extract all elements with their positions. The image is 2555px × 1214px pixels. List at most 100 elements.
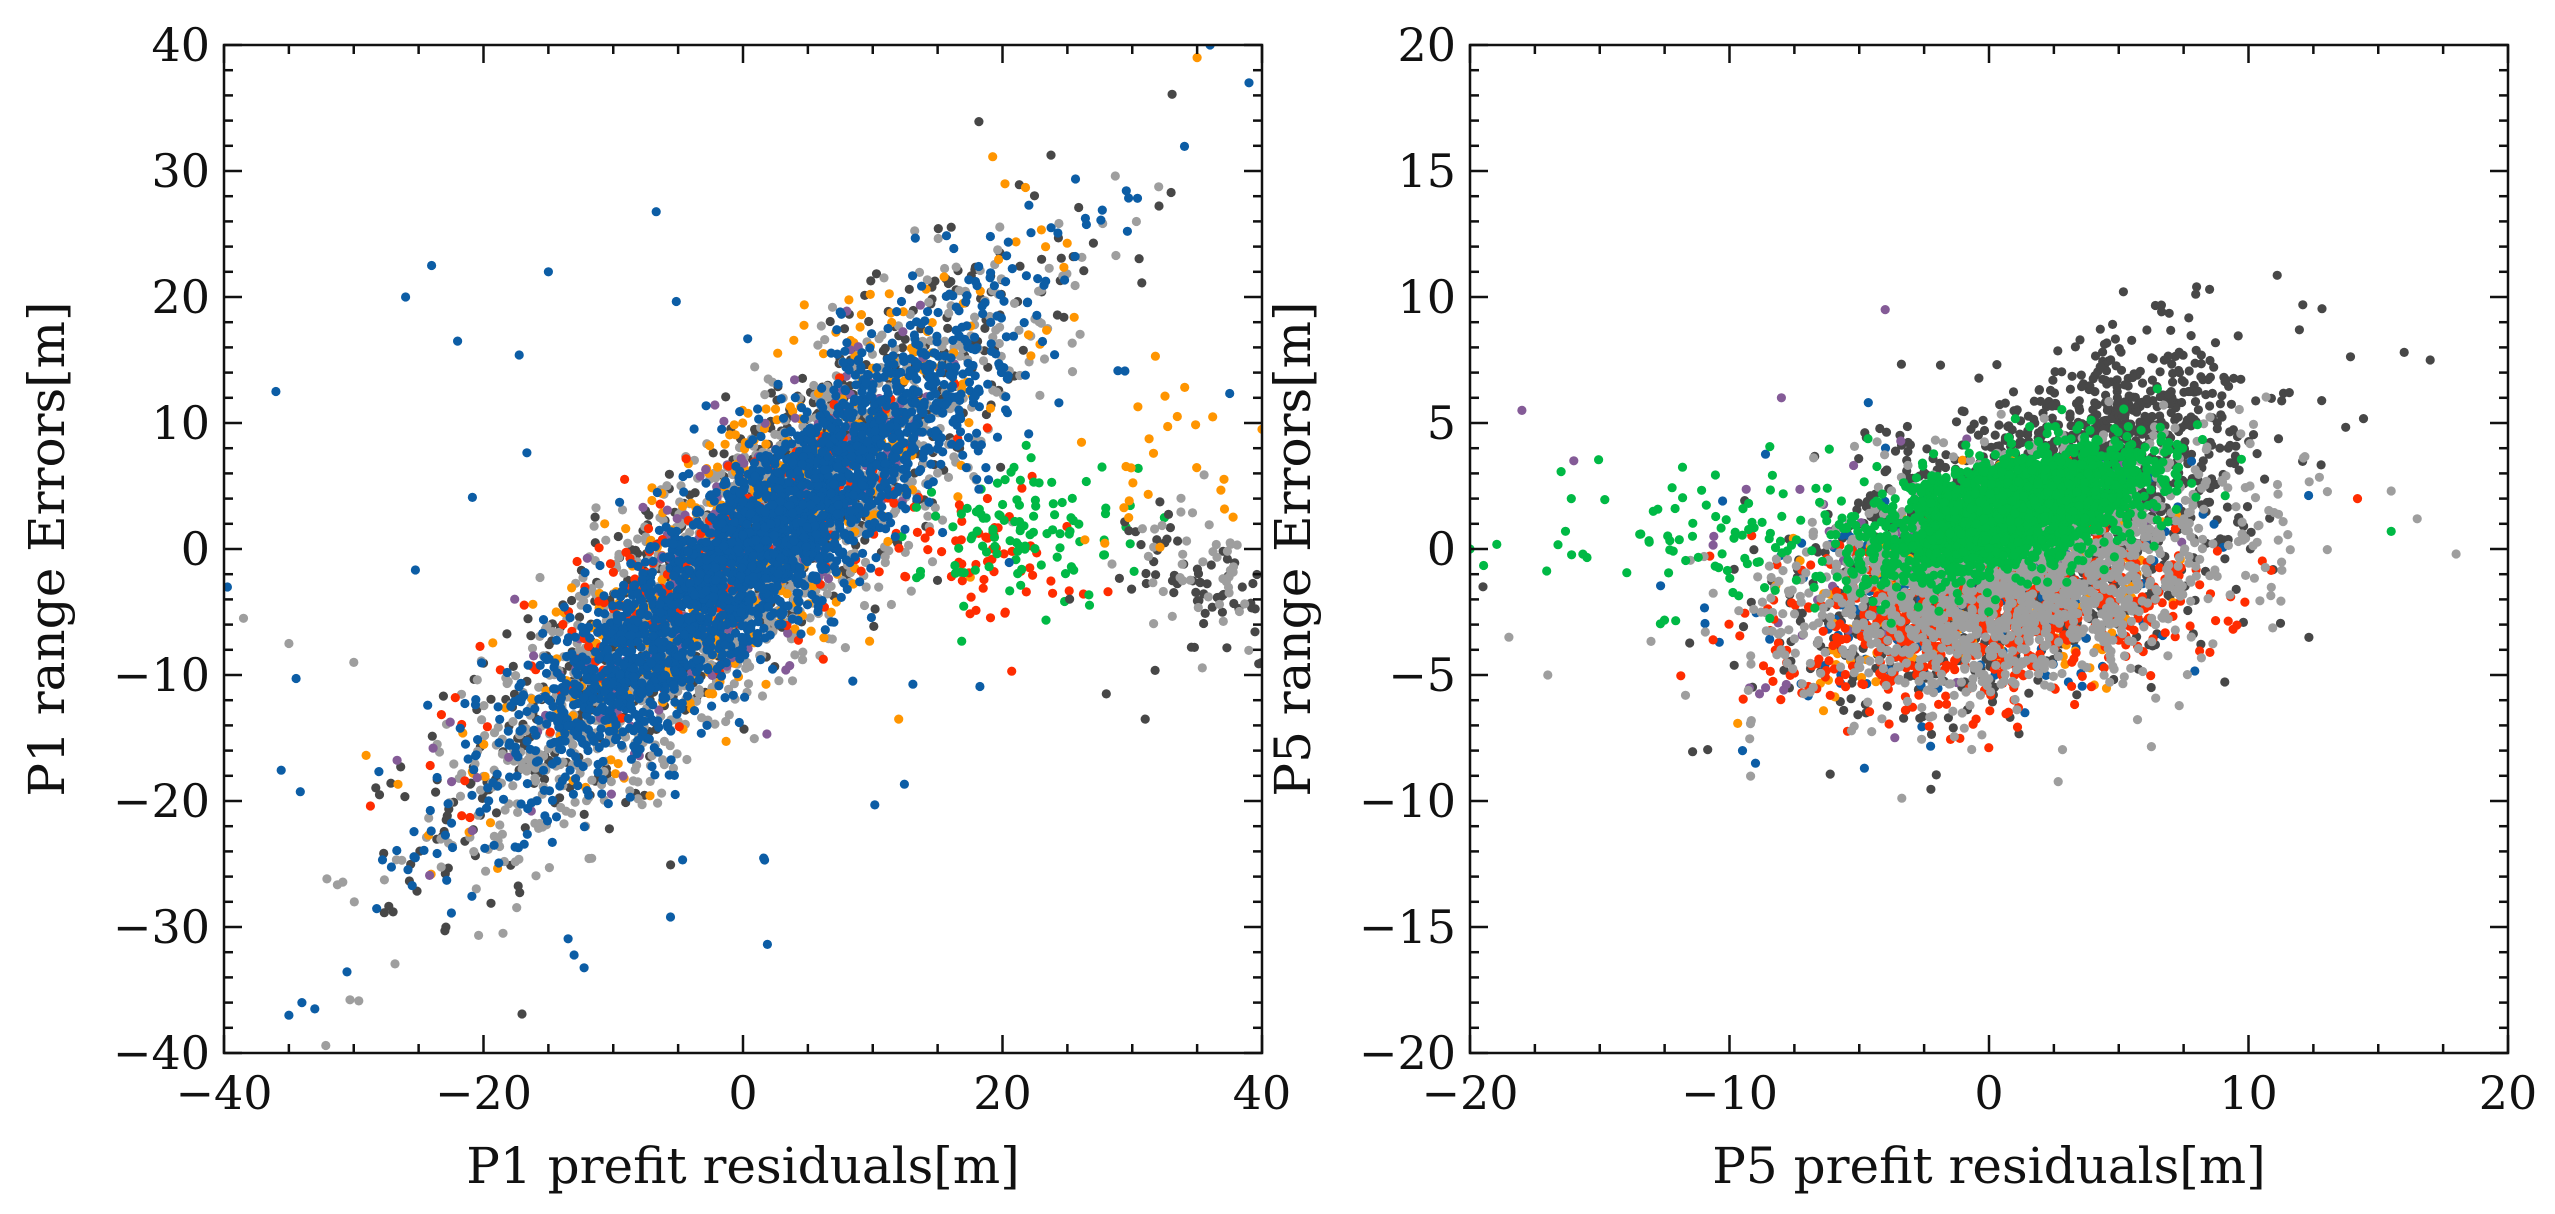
scatter-point <box>946 383 957 393</box>
scatter-point <box>701 464 711 475</box>
scatter-point <box>1100 538 1110 548</box>
scatter-point <box>531 776 541 786</box>
scatter-point <box>1019 521 1029 531</box>
scatter-point <box>713 469 723 479</box>
scatter-point <box>1157 520 1167 531</box>
scatter-point <box>915 300 926 310</box>
scatter-point <box>783 628 793 638</box>
scatter-point <box>1173 536 1183 546</box>
scatter-point <box>879 273 889 283</box>
scatter-point <box>432 848 442 859</box>
scatter-point <box>1166 187 1176 198</box>
scatter-point <box>548 701 558 712</box>
scatter-point <box>1169 588 1179 598</box>
scatter-point <box>598 775 608 785</box>
scatter-point <box>488 638 498 648</box>
scatter-point <box>996 462 1006 472</box>
scatter-point <box>826 607 836 617</box>
scatter-point <box>528 599 538 609</box>
scatter-point <box>1193 602 1203 613</box>
scatter-point <box>684 469 694 479</box>
scatter-point <box>513 807 523 818</box>
scatter-point <box>1219 474 1229 484</box>
scatter-point <box>1127 584 1137 594</box>
scatter-point <box>1110 171 1120 181</box>
scatter-point <box>874 582 884 592</box>
left-scatter-points <box>224 45 1262 1051</box>
scatter-point <box>743 679 754 689</box>
scatter-point <box>1208 547 1218 557</box>
scatter-point <box>621 547 631 558</box>
scatter-point <box>582 553 592 563</box>
scatter-point <box>1186 642 1196 652</box>
scatter-point <box>974 504 984 514</box>
scatter-point <box>523 614 533 624</box>
scatter-point <box>1172 411 1182 422</box>
scatter-point <box>1005 586 1015 596</box>
scatter-point <box>321 1040 331 1051</box>
scatter-point <box>1056 253 1066 263</box>
scatter-point <box>1208 412 1218 422</box>
scatter-point <box>555 793 565 803</box>
scatter-point <box>1150 665 1160 676</box>
scatter-point <box>1163 421 1173 432</box>
scatter-point <box>1211 539 1221 550</box>
scatter-point <box>653 798 663 808</box>
scatter-point <box>400 792 410 802</box>
scatter-point <box>776 394 786 404</box>
scatter-point <box>827 302 838 312</box>
scatter-point <box>495 665 505 675</box>
scatter-point <box>678 501 688 511</box>
scatter-point <box>519 600 529 610</box>
scatter-point <box>574 612 585 622</box>
scatter-point <box>1148 448 1159 458</box>
scatter-point <box>477 715 487 725</box>
scatter-point <box>778 413 789 423</box>
scatter-point <box>338 877 348 887</box>
scatter-point <box>1099 550 1109 560</box>
scatter-point <box>855 577 865 587</box>
scatter-point <box>449 759 459 769</box>
scatter-point <box>974 484 984 494</box>
scatter-point <box>883 323 893 334</box>
scatter-point <box>601 535 611 545</box>
scatter-point <box>570 632 580 642</box>
scatter-point <box>924 325 934 335</box>
scatter-point <box>701 478 711 488</box>
scatter-point <box>1065 594 1075 604</box>
scatter-point <box>1237 582 1247 592</box>
scatter-point <box>508 717 518 727</box>
scatter-point <box>535 660 545 671</box>
scatter-point <box>956 509 967 519</box>
scatter-point <box>964 418 974 428</box>
scatter-point <box>856 566 866 576</box>
scatter-point <box>1182 536 1192 546</box>
scatter-point <box>1167 611 1177 622</box>
scatter-point <box>514 710 524 720</box>
scatter-point <box>504 752 514 762</box>
scatter-point <box>484 796 494 806</box>
scatter-point <box>1019 318 1029 328</box>
scatter-point <box>480 731 490 741</box>
scatter-point <box>1041 615 1051 625</box>
scatter-point <box>644 510 654 520</box>
scatter-point <box>472 773 482 783</box>
scatter-point <box>597 789 607 799</box>
scatter-point <box>1155 542 1165 552</box>
scatter-point <box>672 749 682 759</box>
scatter-point <box>948 522 958 532</box>
scatter-point <box>986 268 996 278</box>
scatter-point <box>898 396 909 406</box>
scatter-point <box>1067 367 1078 377</box>
scatter-point <box>904 540 914 551</box>
scatter-point <box>946 222 956 232</box>
scatter-point <box>1176 493 1186 503</box>
scatter-point <box>621 524 631 534</box>
scatter-point <box>984 562 994 572</box>
scatter-point <box>1002 251 1012 261</box>
scatter-point <box>915 566 926 576</box>
scatter-point <box>1096 215 1106 225</box>
scatter-point <box>966 592 976 602</box>
scatter-point <box>723 461 734 471</box>
scatter-point <box>937 515 948 525</box>
